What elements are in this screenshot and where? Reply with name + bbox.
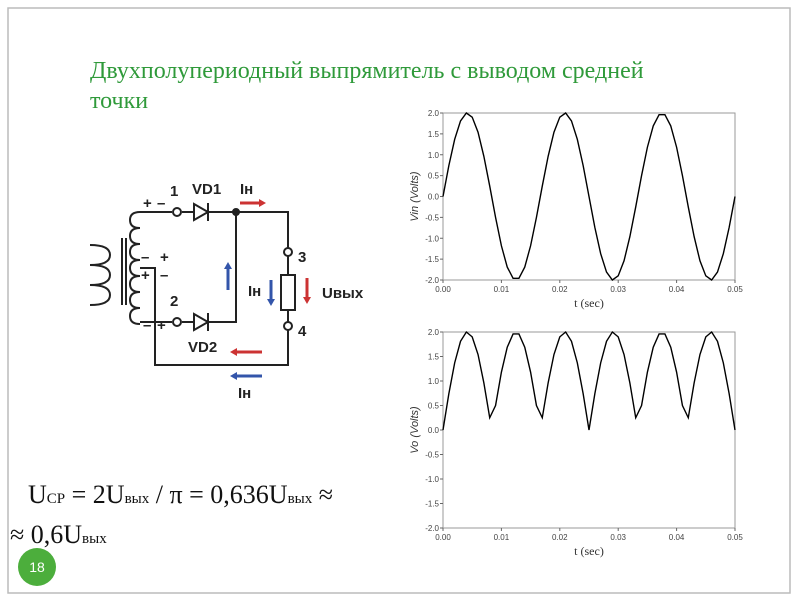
node-label: 3: [298, 249, 306, 266]
y-tick-label: 1.0: [428, 151, 440, 160]
x-tick-label: 0.05: [727, 533, 743, 542]
arrow-head: [230, 348, 237, 356]
page-number: 18: [29, 559, 45, 575]
formula-part: = 2U: [65, 480, 125, 509]
slide-title: точки: [90, 88, 148, 114]
y-tick-label: 0.5: [428, 172, 440, 181]
x-axis-label: t (sec): [574, 544, 604, 558]
node-label: 1: [170, 183, 178, 200]
polarity: –: [141, 249, 149, 266]
x-tick-label: 0.05: [727, 285, 743, 294]
polarity: +: [143, 195, 152, 212]
current-label: Iн: [238, 385, 251, 402]
terminal: [283, 321, 293, 331]
current-arrows: [224, 199, 311, 380]
page-badge: [18, 548, 56, 586]
diode: [193, 312, 211, 332]
series-line: [442, 330, 736, 431]
polarity: –: [143, 317, 151, 334]
polarity: –: [160, 267, 168, 284]
wire: [182, 211, 289, 248]
y-tick-label: 2.0: [428, 328, 440, 337]
formula: UСР = 2Uвых / π = 0,636Uвых ≈: [28, 480, 333, 509]
circuit: [89, 202, 296, 366]
arrow-head: [230, 372, 237, 380]
x-axis-label: t (sec): [574, 296, 604, 310]
formula-part: ≈: [312, 480, 333, 509]
y-tick-label: -2.0: [425, 524, 439, 533]
y-tick-label: -1.5: [425, 255, 439, 264]
diode-label: VD2: [188, 339, 217, 356]
formula-part: / π = 0,636U: [149, 480, 288, 509]
y-tick-label: 2.0: [428, 109, 440, 118]
y-tick-label: 1.5: [428, 130, 440, 139]
x-tick-label: 0.03: [610, 533, 626, 542]
terminal: [172, 207, 182, 217]
y-tick-label: -1.0: [425, 475, 439, 484]
formula-subscript: вых: [125, 491, 150, 507]
y-tick-label: 0.0: [428, 193, 440, 202]
secondary-coil: [128, 211, 141, 325]
x-tick-label: 0.00: [435, 533, 451, 542]
y-tick-label: -1.0: [425, 234, 439, 243]
primary-coil: [89, 244, 112, 306]
polarity: –: [157, 195, 165, 212]
x-tick-label: 0.03: [610, 285, 626, 294]
wire: [140, 267, 289, 366]
y-tick-label: -2.0: [425, 276, 439, 285]
x-tick-label: 0.01: [494, 533, 510, 542]
terminal: [172, 317, 182, 327]
y-tick-label: -0.5: [425, 451, 439, 460]
voltage-label: Uвых: [322, 285, 364, 302]
y-tick-label: -1.5: [425, 500, 439, 509]
arrow-head: [224, 262, 232, 269]
node: [232, 208, 240, 216]
diode-label: VD1: [192, 181, 221, 198]
x-tick-label: 0.02: [552, 285, 568, 294]
y-tick-label: 0.0: [428, 426, 440, 435]
formula-subscript: вых: [288, 491, 313, 507]
terminal: [283, 247, 293, 257]
arrow-head: [259, 199, 266, 207]
arrow-head: [303, 297, 311, 304]
polarity: +: [157, 317, 166, 334]
x-tick-label: 0.00: [435, 285, 451, 294]
diode: [193, 202, 211, 222]
node-label: 2: [170, 293, 178, 310]
formula-part: U: [28, 480, 47, 509]
current-label: Iн: [240, 181, 253, 198]
formula-subscript: вых: [82, 531, 107, 547]
y-axis-label: Vin (Volts): [409, 171, 421, 221]
node-label: 4: [298, 323, 307, 340]
polarity: +: [141, 267, 150, 284]
polarity: +: [160, 249, 169, 266]
x-tick-label: 0.01: [494, 285, 510, 294]
x-tick-label: 0.02: [552, 533, 568, 542]
x-tick-label: 0.04: [669, 533, 685, 542]
y-tick-label: 0.5: [428, 402, 440, 411]
arrow-head: [267, 299, 275, 306]
y-tick-label: 1.5: [428, 353, 440, 362]
series-line: [442, 112, 736, 281]
resistor: [280, 274, 296, 311]
x-tick-label: 0.04: [669, 285, 685, 294]
y-axis-label: Vo (Volts): [409, 406, 421, 454]
current-label: Iн: [248, 283, 261, 300]
slide-title: Двухполупериодный выпрямитель с выводом …: [90, 58, 644, 84]
y-tick-label: -0.5: [425, 213, 439, 222]
y-tick-label: 1.0: [428, 377, 440, 386]
formula: ≈ 0,6Uвых: [10, 520, 107, 549]
formula-subscript: СР: [47, 491, 65, 507]
formula-part: ≈ 0,6U: [10, 520, 82, 549]
